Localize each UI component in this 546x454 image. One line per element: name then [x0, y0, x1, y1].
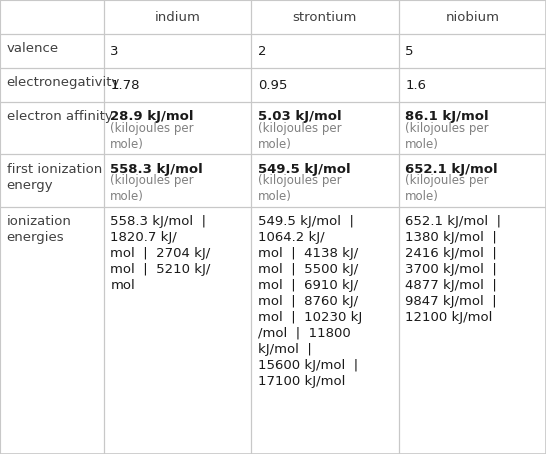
Text: 28.9 kJ/mol: 28.9 kJ/mol — [110, 110, 194, 123]
Bar — [399, 68, 546, 102]
Text: 5: 5 — [405, 44, 414, 58]
Bar — [251, 207, 399, 454]
Bar — [399, 34, 546, 68]
Text: electronegativity: electronegativity — [7, 76, 120, 89]
Bar — [104, 154, 251, 207]
Text: valence: valence — [7, 42, 58, 55]
Text: 549.5 kJ/mol  |
1064.2 kJ/
mol  |  4138 kJ/
mol  |  5500 kJ/
mol  |  6910 kJ/
mo: 549.5 kJ/mol | 1064.2 kJ/ mol | 4138 kJ/… — [258, 215, 362, 388]
Bar — [0, 68, 104, 102]
Bar — [0, 207, 104, 454]
Bar — [104, 34, 251, 68]
Text: 0.95: 0.95 — [258, 79, 287, 92]
Text: niobium: niobium — [446, 10, 499, 24]
Text: 3: 3 — [110, 44, 119, 58]
Bar — [104, 207, 251, 454]
Text: (kilojoules per
mole): (kilojoules per mole) — [110, 174, 194, 203]
Text: ionization
energies: ionization energies — [7, 215, 72, 244]
Bar — [0, 102, 104, 154]
Bar — [251, 34, 399, 68]
Bar — [104, 68, 251, 102]
Bar — [251, 154, 399, 207]
Bar — [251, 0, 399, 34]
Bar — [399, 0, 546, 34]
Text: (kilojoules per
mole): (kilojoules per mole) — [258, 174, 341, 203]
Text: (kilojoules per
mole): (kilojoules per mole) — [258, 122, 341, 151]
Text: 2: 2 — [258, 44, 266, 58]
Text: 549.5 kJ/mol: 549.5 kJ/mol — [258, 163, 351, 176]
Bar — [251, 68, 399, 102]
Bar — [104, 0, 251, 34]
Bar — [399, 154, 546, 207]
Text: (kilojoules per
mole): (kilojoules per mole) — [110, 122, 194, 151]
Text: 652.1 kJ/mol: 652.1 kJ/mol — [405, 163, 498, 176]
Text: strontium: strontium — [293, 10, 357, 24]
Text: indium: indium — [155, 10, 200, 24]
Bar — [399, 102, 546, 154]
Text: 1.78: 1.78 — [110, 79, 140, 92]
Text: 652.1 kJ/mol  |
1380 kJ/mol  |
2416 kJ/mol  |
3700 kJ/mol  |
4877 kJ/mol  |
9847: 652.1 kJ/mol | 1380 kJ/mol | 2416 kJ/mol… — [405, 215, 501, 324]
Text: electron affinity: electron affinity — [7, 110, 112, 123]
Text: 86.1 kJ/mol: 86.1 kJ/mol — [405, 110, 489, 123]
Bar — [251, 102, 399, 154]
Text: (kilojoules per
mole): (kilojoules per mole) — [405, 122, 489, 151]
Text: 1.6: 1.6 — [405, 79, 426, 92]
Text: (kilojoules per
mole): (kilojoules per mole) — [405, 174, 489, 203]
Bar — [0, 154, 104, 207]
Text: 558.3 kJ/mol  |
1820.7 kJ/
mol  |  2704 kJ/
mol  |  5210 kJ/
mol: 558.3 kJ/mol | 1820.7 kJ/ mol | 2704 kJ/… — [110, 215, 211, 292]
Bar — [0, 0, 104, 34]
Bar — [399, 207, 546, 454]
Bar — [104, 102, 251, 154]
Text: first ionization
energy: first ionization energy — [7, 163, 102, 192]
Bar — [0, 34, 104, 68]
Text: 558.3 kJ/mol: 558.3 kJ/mol — [110, 163, 203, 176]
Text: 5.03 kJ/mol: 5.03 kJ/mol — [258, 110, 341, 123]
